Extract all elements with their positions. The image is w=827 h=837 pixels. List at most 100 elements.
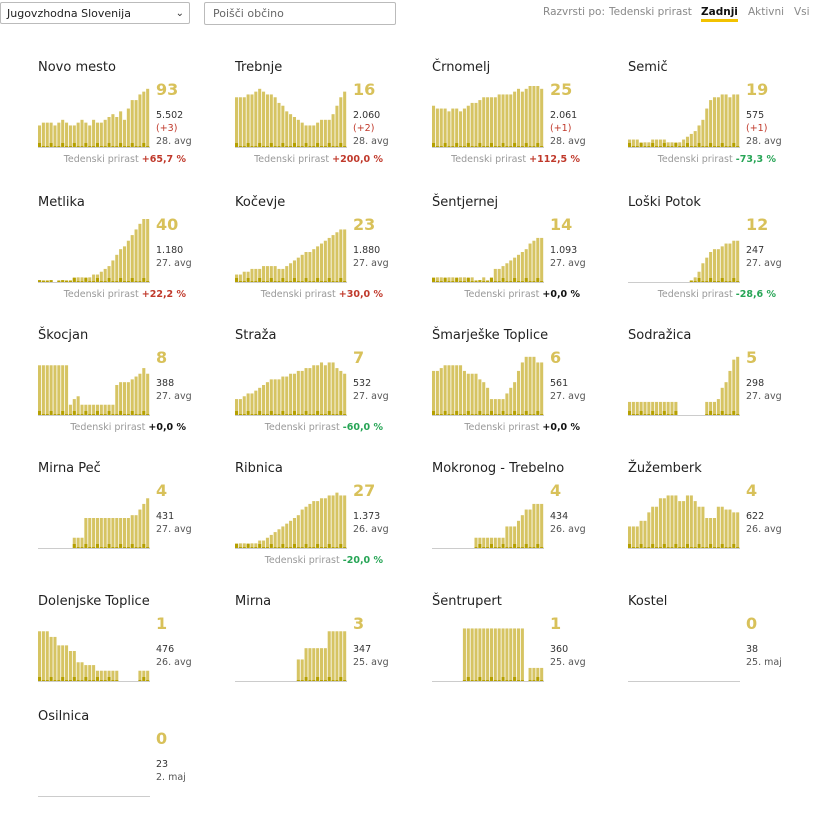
- sparkline-bar: [540, 237, 544, 283]
- municipality-card[interactable]: Metlika 40 1.180 27. avg Tedenski prirast +2…: [38, 195, 208, 323]
- sparkline-bar: [99, 122, 103, 148]
- sparkline-bar: [505, 263, 509, 283]
- sparkline-bar: [134, 376, 138, 416]
- weekly-trend: Tedenski prirast -28,6 %: [658, 289, 776, 300]
- sparkline-bar: [486, 387, 490, 416]
- sparkline-bar-new: [38, 143, 42, 148]
- sparkline-bar: [122, 382, 127, 416]
- sparkline-bar: [520, 362, 524, 416]
- sparkline-bar-new: [258, 411, 262, 416]
- municipality-card[interactable]: Loški Potok 12 247 27. avg Tedenski prirast …: [628, 195, 798, 323]
- sparkline-bar-new: [720, 411, 724, 416]
- sparkline-bar: [304, 252, 308, 283]
- sparkline-bar-new: [258, 278, 262, 283]
- sparkline-bar-new: [432, 411, 436, 416]
- sparkline-bar: [443, 108, 447, 148]
- sparkline-bar: [732, 512, 736, 549]
- total-cases: 1.180: [156, 245, 184, 256]
- municipality-card[interactable]: Semič 19 575 (+1) 28. avg Tedenski prirast -7…: [628, 60, 798, 188]
- municipality-card[interactable]: Mirna Peč 4 431 27. avg: [38, 461, 208, 589]
- sparkline-bar: [736, 356, 740, 416]
- sparkline-bar: [497, 537, 501, 549]
- total-cases: 2.060: [353, 110, 381, 121]
- sparkline-bar-new: [662, 143, 666, 148]
- municipality-card[interactable]: Mokronog - Trebelno 4 434 26. avg: [432, 461, 602, 589]
- sparkline-bar: [470, 277, 474, 283]
- daily-delta: (+1): [550, 123, 572, 134]
- municipality-card[interactable]: Kočevje 23 1.880 27. avg Tedenski prirast +3…: [235, 195, 405, 323]
- sparkline-bar: [482, 382, 486, 416]
- municipality-card[interactable]: Sodražica 5 298 27. avg: [628, 328, 798, 456]
- sparkline-bar-new: [639, 411, 643, 416]
- municipality-card[interactable]: Škocjan 8 388 27. avg Tedenski prirast +0,0 …: [38, 328, 208, 456]
- sparkline-bar-new: [489, 544, 493, 549]
- sparkline-bar: [119, 249, 123, 283]
- municipality-card[interactable]: Šentrupert 1 360 25. avg: [432, 594, 602, 722]
- sparkline-bar: [435, 108, 439, 148]
- sparkline-bar: [72, 125, 76, 148]
- sparkline-bar-new: [339, 544, 343, 549]
- weekly-trend-label: Tedenski prirast: [464, 422, 540, 433]
- sparkline-bar: [662, 401, 666, 416]
- sparkline-bar-new: [489, 677, 493, 682]
- sparkline-bar: [65, 645, 69, 682]
- last-update-date: 27. avg: [550, 391, 586, 402]
- sparkline-bar: [651, 401, 655, 416]
- sparkline-bar: [296, 257, 300, 283]
- region-select[interactable]: Jugovzhodna Slovenija ⌄: [0, 2, 190, 24]
- sparkline-bar-new: [536, 411, 540, 416]
- sparkline-chart: [235, 88, 347, 148]
- sparkline-bar: [474, 628, 478, 682]
- sort-option-active[interactable]: Aktivni: [748, 6, 785, 18]
- weekly-trend-label: Tedenski prirast: [260, 289, 336, 300]
- sparkline-bar: [631, 526, 635, 549]
- municipality-card[interactable]: Novo mesto 93 5.502 (+3) 28. avg Tedenski pri…: [38, 60, 208, 188]
- sparkline-bar: [323, 119, 327, 148]
- sort-option-all[interactable]: Vsi: [794, 6, 810, 18]
- municipality-card[interactable]: Kostel 0 38 25. maj: [628, 594, 798, 722]
- sparkline-bar: [285, 376, 289, 416]
- current-active-count: 5: [746, 348, 758, 367]
- sparkline-bar: [57, 122, 61, 148]
- sparkline-bar-new: [536, 143, 540, 148]
- municipality-card[interactable]: Šentjernej 14 1.093 27. avg Tedenski prirast…: [432, 195, 602, 323]
- municipality-name: Šentrupert: [432, 594, 502, 609]
- sort-option-latest[interactable]: Zadnji: [701, 6, 738, 22]
- sparkline-bar: [331, 114, 335, 148]
- current-active-count: 4: [746, 481, 758, 500]
- sparkline-bar: [308, 503, 312, 549]
- municipality-card[interactable]: Osilnica 0 23 2. maj: [38, 709, 208, 837]
- municipality-card[interactable]: Straža 7 532 27. avg Tedenski prirast -60,0 …: [235, 328, 405, 456]
- sparkline-bar: [262, 266, 266, 283]
- municipality-card[interactable]: Ribnica 27 1.373 26. avg Tedenski prirast -2…: [235, 461, 405, 589]
- municipality-card[interactable]: Dolenjske Toplice 1 476 26. avg: [38, 594, 208, 722]
- municipality-card[interactable]: Črnomelj 25 2.061 (+1) 28. avg Tedenski prira…: [432, 60, 602, 188]
- search-input[interactable]: [204, 2, 396, 25]
- municipality-card[interactable]: Mirna 3 347 25. avg: [235, 594, 405, 722]
- sort-option-weekly[interactable]: Tedenski prirast: [609, 6, 692, 18]
- municipality-card[interactable]: Šmarješke Toplice 6 561 27. avg Tedenski pri…: [432, 328, 602, 456]
- sparkline-bar: [111, 404, 115, 416]
- sparkline-bar-new: [49, 677, 53, 682]
- weekly-trend-label: Tedenski prirast: [464, 289, 540, 300]
- sparkline-bar-new: [489, 278, 493, 283]
- sparkline-bar-new: [95, 677, 99, 682]
- sparkline-bar: [532, 356, 536, 416]
- sparkline-bar: [300, 659, 304, 682]
- sparkline-bar-new: [501, 411, 505, 416]
- sparkline-bar: [103, 119, 107, 148]
- sparkline-bar-new: [316, 677, 320, 682]
- municipality-name: Dolenjske Toplice: [38, 594, 150, 609]
- sparkline-bar-new: [443, 143, 447, 148]
- municipality-card[interactable]: Žužemberk 4 622 26. avg: [628, 461, 798, 589]
- sparkline-bar: [45, 365, 49, 416]
- current-active-count: 4: [156, 481, 168, 500]
- sparkline-bar: [138, 670, 142, 682]
- sparkline-bar: [435, 370, 439, 416]
- sparkline-bar: [701, 506, 705, 549]
- sparkline-bar: [451, 277, 455, 283]
- sparkline-bar: [80, 277, 84, 283]
- sparkline-bar: [292, 518, 296, 549]
- sparkline-bar: [292, 260, 296, 283]
- municipality-card[interactable]: Trebnje 16 2.060 (+2) 28. avg Tedenski priras…: [235, 60, 405, 188]
